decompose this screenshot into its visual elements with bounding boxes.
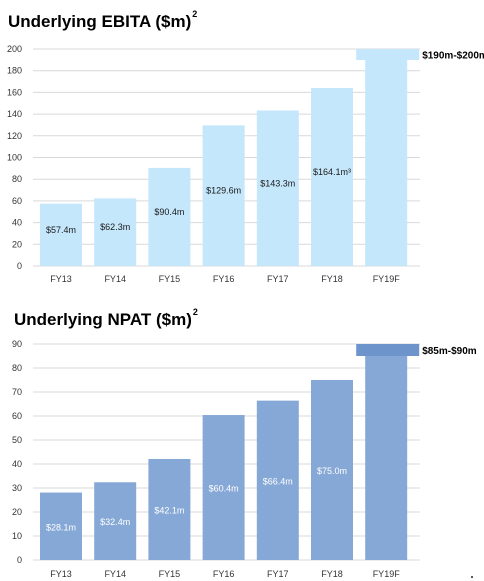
y-tick-label: 0 — [17, 555, 22, 565]
bar-fy16 — [202, 125, 245, 266]
npat-chart-title: Underlying NPAT ($m)2 — [14, 307, 198, 329]
data-label-fy18: $75.0m — [317, 466, 347, 476]
x-tick-label: FY19F — [373, 569, 401, 579]
x-tick-label: FY18 — [321, 274, 343, 284]
y-tick-label: 70 — [12, 387, 22, 397]
x-tick-label: FY13 — [50, 274, 72, 284]
y-tick-label: 120 — [7, 131, 22, 141]
data-label-fy14: $32.4m — [100, 517, 130, 527]
data-label-fy16: $60.4m — [209, 484, 239, 494]
bar-fy13 — [40, 492, 82, 560]
x-tick-label: FY17 — [267, 274, 289, 284]
y-tick-label: 100 — [7, 153, 22, 163]
bar-fy14 — [94, 198, 137, 266]
x-tick-label: FY16 — [213, 274, 235, 284]
x-tick-label: FY15 — [159, 569, 181, 579]
ebita-chart: 0 20 40 60 80 100 120 140 160 180 200 $57.4m FY13 $62… — [7, 44, 484, 284]
data-label-fy13: $28.1m — [46, 522, 76, 532]
data-label-fy17: $143.3m — [260, 178, 295, 188]
y-tick-label: 60 — [12, 411, 22, 421]
y-tick-label: 40 — [12, 459, 22, 469]
x-tick-label: FY14 — [104, 274, 126, 284]
data-label-fy16: $129.6m — [206, 186, 241, 196]
y-tick-label: 40 — [12, 218, 22, 228]
forecast-range-cap — [356, 344, 420, 356]
y-tick-label: 0 — [17, 261, 22, 271]
data-label-fy18: $164.1m³ — [313, 167, 351, 177]
y-tick-label: 50 — [12, 435, 22, 445]
y-tick-label: 90 — [12, 339, 22, 349]
x-tick-label: FY14 — [104, 569, 126, 579]
bar-fy14 — [94, 482, 137, 560]
data-label-fy15: $90.4m — [154, 207, 184, 217]
data-label-fy14: $62.3m — [100, 222, 130, 232]
x-tick-label: FY13 — [50, 569, 72, 579]
data-label-fy17: $66.4m — [263, 476, 293, 486]
bar-fy18 — [311, 380, 353, 560]
x-tick-label: FY18 — [321, 569, 343, 579]
x-tick-label: FY19F — [373, 274, 401, 284]
bar-fy17 — [256, 110, 299, 266]
footnote-marker — [471, 576, 473, 578]
bar-fy18 — [311, 87, 353, 266]
ebita-chart-title: Underlying EBITA ($m)2 — [8, 9, 198, 31]
x-tick-label: FY17 — [267, 569, 289, 579]
forecast-range-cap — [356, 49, 420, 60]
y-tick-label: 20 — [12, 239, 22, 249]
bar-fy17 — [256, 400, 299, 560]
forecast-range-label: $190m-$200m — [422, 51, 484, 62]
y-tick-label: 10 — [12, 531, 22, 541]
forecast-bar — [365, 60, 408, 266]
y-tick-label: 140 — [7, 109, 22, 119]
y-tick-label: 80 — [12, 174, 22, 184]
x-tick-label: FY16 — [213, 569, 235, 579]
y-tick-label: 80 — [12, 363, 22, 373]
y-tick-label: 160 — [7, 87, 22, 97]
x-tick-label: FY15 — [159, 274, 181, 284]
forecast-range-label: $85m-$90m — [422, 346, 477, 357]
y-tick-label: 20 — [12, 507, 22, 517]
forecast-bar — [365, 356, 408, 560]
y-tick-label: 30 — [12, 483, 22, 493]
data-label-fy13: $57.4m — [46, 225, 76, 235]
bar-fy15 — [148, 167, 191, 266]
bar-fy16 — [202, 415, 245, 560]
y-tick-label: 200 — [7, 44, 22, 54]
y-tick-label: 60 — [12, 196, 22, 206]
bar-fy13 — [40, 203, 82, 266]
y-tick-label: 180 — [7, 66, 22, 76]
data-label-fy15: $42.1m — [154, 505, 184, 515]
bar-fy15 — [148, 458, 191, 560]
